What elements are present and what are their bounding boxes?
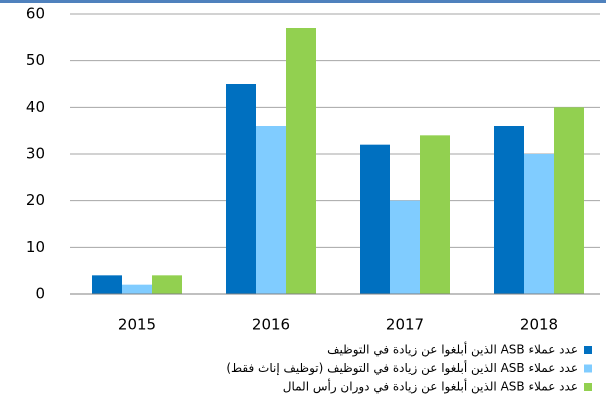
- legend-label: عدد عملاء ASB الذين أبلغوا عن زيادة في د…: [283, 379, 578, 395]
- x-tick-label: 2016: [252, 316, 290, 334]
- legend-label: عدد عملاء ASB الذين أبلغوا عن زيادة في ا…: [327, 342, 578, 358]
- bar: [256, 126, 286, 294]
- bar: [360, 144, 390, 294]
- bar: [122, 284, 152, 294]
- y-tick-label: 10: [26, 238, 45, 256]
- bar: [226, 84, 256, 294]
- y-tick-label: 40: [26, 98, 45, 116]
- bar: [390, 200, 420, 294]
- x-tick-label: 2015: [118, 316, 156, 334]
- bar: [524, 154, 554, 294]
- bar: [152, 275, 182, 294]
- bar: [286, 28, 316, 294]
- y-tick-label: 0: [35, 285, 45, 303]
- legend-label: عدد عملاء ASB الذين أبلغوا عن زيادة في ا…: [226, 360, 578, 376]
- y-tick-label: 20: [26, 191, 45, 209]
- y-tick-label: 30: [26, 145, 45, 163]
- y-tick-label: 50: [26, 51, 45, 69]
- legend-swatch: [584, 364, 592, 373]
- legend-swatch: [584, 383, 592, 391]
- x-tick-label: 2017: [386, 316, 424, 334]
- top-border: [0, 0, 606, 3]
- x-tick-label: 2018: [520, 316, 558, 334]
- bar: [92, 275, 122, 294]
- bar: [420, 135, 450, 294]
- y-tick-label: 60: [26, 5, 45, 23]
- legend-swatch: [584, 346, 592, 354]
- bar: [554, 107, 584, 294]
- bar: [494, 126, 524, 294]
